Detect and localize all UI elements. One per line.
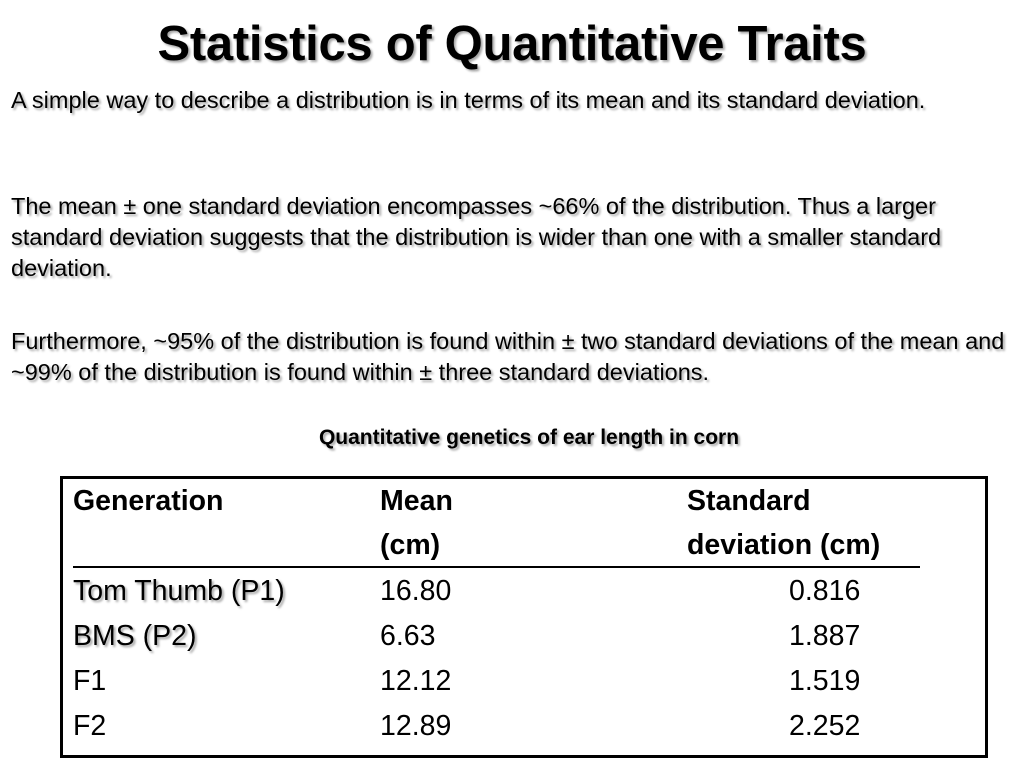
table-row-1-mean: 16.80: [380, 575, 452, 607]
table-row-1-sd: 0.816: [789, 575, 861, 607]
table-row-3-mean: 12.12: [380, 665, 452, 697]
paragraph-mean-sd-intro: A simple way to describe a distribution …: [11, 87, 926, 113]
header-deviation-unit: deviation (cm): [687, 529, 881, 561]
header-generation: Generation: [73, 485, 224, 517]
table-row-4-generation: F2: [73, 710, 107, 742]
table-row-2-mean: 6.63: [380, 620, 436, 652]
table-row-1-generation: Tom Thumb (P1): [73, 575, 285, 607]
table-row-4-mean: 12.89: [380, 710, 452, 742]
header-standard: Standard: [687, 485, 811, 517]
paragraph-one-sd-coverage: The mean ± one standard deviation encomp…: [11, 193, 942, 281]
table-row-2-sd: 1.887: [789, 620, 861, 652]
header-mean: Mean: [380, 485, 453, 517]
table-row-3-generation: F1: [73, 665, 107, 697]
paragraph-two-three-sd-coverage: Furthermore, ~95% of the distribution is…: [11, 328, 1005, 385]
ear-length-table: Generation Mean (cm) Standard deviation …: [60, 476, 988, 758]
table-row-2-generation: BMS (P2): [73, 620, 197, 652]
table-caption: Quantitative genetics of ear length in c…: [318, 426, 740, 449]
header-mean-unit: (cm): [380, 529, 441, 561]
table-row-4-sd: 2.252: [789, 710, 861, 742]
slide-title: Statistics of Quantitative Traits: [157, 17, 867, 71]
table-row-3-sd: 1.519: [789, 665, 861, 697]
header-divider: [73, 566, 920, 568]
